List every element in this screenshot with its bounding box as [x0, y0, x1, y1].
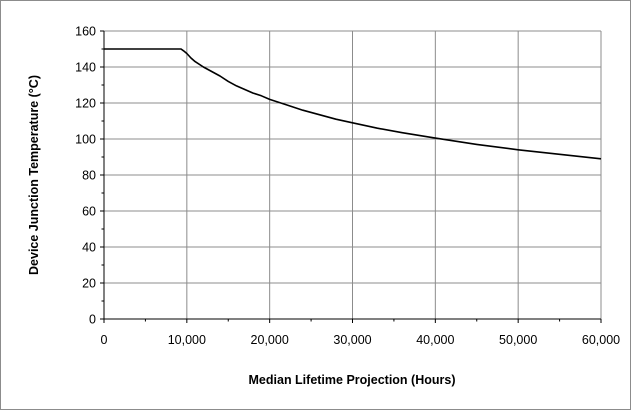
- y-tick-label: 0: [89, 313, 96, 327]
- y-tick-label: 100: [75, 133, 96, 147]
- y-tick-label: 20: [82, 277, 96, 291]
- series-line-0: [104, 48, 602, 160]
- y-tick-label: 140: [75, 61, 96, 75]
- y-axis-ticks: 0 20 40 60 80 100 120 140 160: [75, 25, 104, 327]
- y-tick-label: 60: [82, 205, 96, 219]
- y-axis-title: Device Junction Temperature (°C): [27, 75, 41, 275]
- x-tick-label: 60,000: [582, 333, 620, 347]
- y-tick-label: 80: [82, 169, 96, 183]
- series-group: [104, 48, 602, 160]
- x-tick-label: 20,000: [251, 333, 289, 347]
- x-tick-label: 0: [101, 333, 108, 347]
- y-tick-label: 40: [82, 241, 96, 255]
- x-tick-label: 30,000: [333, 333, 371, 347]
- y-tick-label: 160: [75, 25, 96, 39]
- x-tick-label: 40,000: [416, 333, 454, 347]
- x-axis-title: Median Lifetime Projection (Hours): [249, 373, 456, 387]
- x-tick-label: 10,000: [168, 333, 206, 347]
- gridlines: [104, 30, 602, 319]
- x-axis-ticks: 0 10,000 20,000 30,000 40,000 50,000 60,000: [101, 319, 620, 347]
- y-tick-label: 120: [75, 97, 96, 111]
- x-tick-label: 50,000: [499, 333, 537, 347]
